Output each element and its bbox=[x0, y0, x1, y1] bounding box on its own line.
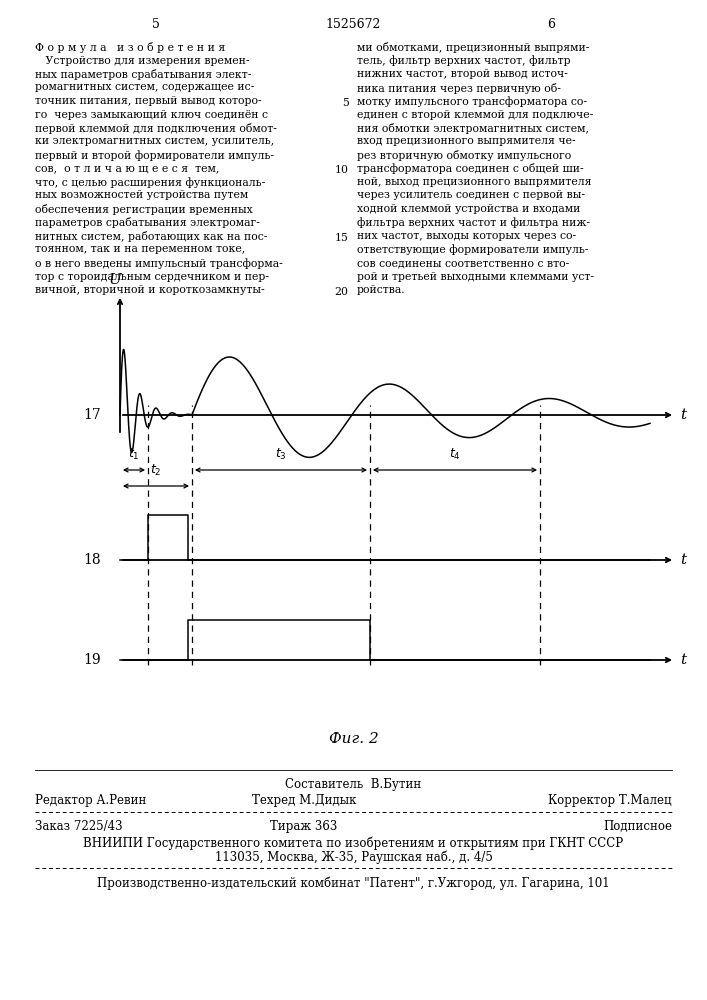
Text: t: t bbox=[680, 653, 686, 667]
Text: 1525672: 1525672 bbox=[326, 18, 381, 31]
Text: вход прецизионного выпрямителя че-: вход прецизионного выпрямителя че- bbox=[357, 136, 575, 146]
Text: Заказ 7225/43: Заказ 7225/43 bbox=[35, 820, 122, 833]
Text: трансформатора соединен с общей ши-: трансформатора соединен с общей ши- bbox=[357, 163, 584, 174]
Text: нитных систем, работающих как на пос-: нитных систем, работающих как на пос- bbox=[35, 231, 267, 242]
Text: ки электромагнитных систем, усилитель,: ки электромагнитных систем, усилитель, bbox=[35, 136, 274, 146]
Text: первой клеммой для подключения обмот-: первой клеммой для подключения обмот- bbox=[35, 123, 277, 134]
Text: рез вторичную обмотку импульсного: рез вторичную обмотку импульсного bbox=[357, 150, 571, 161]
Text: рой и третьей выходными клеммами уст-: рой и третьей выходными клеммами уст- bbox=[357, 271, 594, 282]
Text: Редактор А.Ревин: Редактор А.Ревин bbox=[35, 794, 146, 807]
Text: параметров срабатывания электромаг-: параметров срабатывания электромаг- bbox=[35, 218, 260, 229]
Text: 18: 18 bbox=[83, 553, 101, 567]
Text: 15: 15 bbox=[334, 233, 349, 243]
Text: ных параметров срабатывания элект-: ных параметров срабатывания элект- bbox=[35, 69, 252, 80]
Text: Подписное: Подписное bbox=[603, 820, 672, 833]
Text: о в него введены импульсный трансформа-: о в него введены импульсный трансформа- bbox=[35, 258, 283, 269]
Text: ответствующие формирователи импуль-: ответствующие формирователи импуль- bbox=[357, 244, 588, 255]
Text: тор с тороидальным сердечником и пер-: тор с тороидальным сердечником и пер- bbox=[35, 271, 269, 282]
Text: ника питания через первичную об-: ника питания через первичную об- bbox=[357, 83, 561, 94]
Text: 6: 6 bbox=[547, 18, 556, 31]
Text: фильтра верхних частот и фильтра ниж-: фильтра верхних частот и фильтра ниж- bbox=[357, 218, 590, 228]
Text: 17: 17 bbox=[83, 408, 101, 422]
Text: t: t bbox=[680, 553, 686, 567]
Text: ной, выход прецизионного выпрямителя: ной, выход прецизионного выпрямителя bbox=[357, 177, 592, 187]
Text: $t_3$: $t_3$ bbox=[275, 447, 287, 462]
Text: Устройство для измерения времен-: Устройство для измерения времен- bbox=[35, 55, 250, 66]
Text: Производственно-издательский комбинат "Патент", г.Ужгород, ул. Гагарина, 101: Производственно-издательский комбинат "П… bbox=[97, 876, 610, 890]
Text: сов,  о т л и ч а ю щ е е с я  тем,: сов, о т л и ч а ю щ е е с я тем, bbox=[35, 163, 219, 174]
Text: сов соединены соответственно с вто-: сов соединены соответственно с вто- bbox=[357, 258, 569, 268]
Text: ВНИИПИ Государственного комитета по изобретениям и открытиям при ГКНТ СССР: ВНИИПИ Государственного комитета по изоб… bbox=[83, 836, 624, 850]
Text: ния обмотки электромагнитных систем,: ния обмотки электромагнитных систем, bbox=[357, 123, 589, 134]
Text: тель, фильтр верхних частот, фильтр: тель, фильтр верхних частот, фильтр bbox=[357, 55, 571, 66]
Text: что, с целью расширения функциональ-: что, с целью расширения функциональ- bbox=[35, 177, 265, 188]
Text: Фиг. 2: Фиг. 2 bbox=[329, 732, 378, 746]
Text: ных возможностей устройства путем: ных возможностей устройства путем bbox=[35, 190, 248, 200]
Text: вичной, вторичной и короткозамкнуты-: вичной, вторичной и короткозамкнуты- bbox=[35, 285, 264, 295]
Text: $t_1$: $t_1$ bbox=[128, 447, 140, 462]
Text: мотку импульсного трансформатора со-: мотку импульсного трансформатора со- bbox=[357, 96, 587, 107]
Text: 19: 19 bbox=[83, 653, 101, 667]
Text: 5: 5 bbox=[341, 98, 349, 108]
Text: 10: 10 bbox=[334, 165, 349, 175]
Text: Корректор Т.Малец: Корректор Т.Малец bbox=[549, 794, 672, 807]
Text: ми обмотками, прецизионный выпрями-: ми обмотками, прецизионный выпрями- bbox=[357, 42, 590, 53]
Text: t: t bbox=[680, 408, 686, 422]
Text: 20: 20 bbox=[334, 287, 349, 297]
Text: го  через замыкающий ключ соединён с: го через замыкающий ключ соединён с bbox=[35, 109, 268, 119]
Text: 5: 5 bbox=[151, 18, 160, 31]
Text: Техред М.Дидык: Техред М.Дидык bbox=[252, 794, 356, 807]
Text: первый и второй формирователи импуль-: первый и второй формирователи импуль- bbox=[35, 150, 274, 161]
Text: ройства.: ройства. bbox=[357, 285, 406, 295]
Text: через усилитель соединен с первой вы-: через усилитель соединен с первой вы- bbox=[357, 190, 585, 200]
Text: нижних частот, второй вывод источ-: нижних частот, второй вывод источ- bbox=[357, 69, 568, 79]
Text: ромагнитных систем, содержащее ис-: ромагнитных систем, содержащее ис- bbox=[35, 83, 255, 93]
Text: Ф о р м у л а   и з о б р е т е н и я: Ф о р м у л а и з о б р е т е н и я bbox=[35, 42, 226, 53]
Text: тоянном, так и на переменном токе,: тоянном, так и на переменном токе, bbox=[35, 244, 245, 254]
Text: ходной клеммой устройства и входами: ходной клеммой устройства и входами bbox=[357, 204, 580, 214]
Text: $t_2$: $t_2$ bbox=[151, 463, 162, 478]
Text: Составитель  В.Бутин: Составитель В.Бутин bbox=[286, 778, 421, 791]
Text: U: U bbox=[109, 273, 122, 287]
Text: них частот, выходы которых через со-: них частот, выходы которых через со- bbox=[357, 231, 576, 241]
Text: Тираж 363: Тираж 363 bbox=[270, 820, 338, 833]
Text: 113035, Москва, Ж-35, Раушская наб., д. 4/5: 113035, Москва, Ж-35, Раушская наб., д. … bbox=[214, 850, 493, 863]
Text: единен с второй клеммой для подключе-: единен с второй клеммой для подключе- bbox=[357, 109, 593, 119]
Text: обеспечения регистрации временных: обеспечения регистрации временных bbox=[35, 204, 252, 215]
Text: точник питания, первый вывод которо-: точник питания, первый вывод которо- bbox=[35, 96, 262, 106]
Text: $t_4$: $t_4$ bbox=[449, 447, 461, 462]
